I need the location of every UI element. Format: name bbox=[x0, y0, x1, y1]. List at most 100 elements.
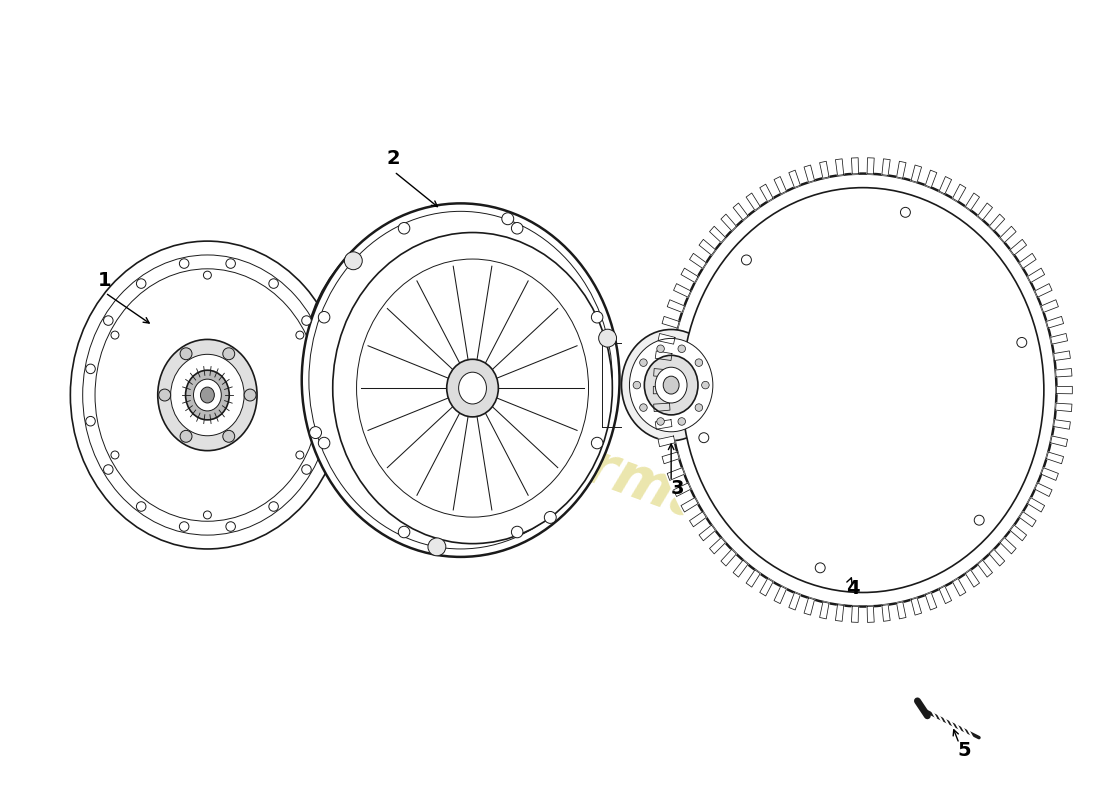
Polygon shape bbox=[653, 386, 669, 394]
Ellipse shape bbox=[302, 217, 579, 524]
Polygon shape bbox=[911, 598, 922, 615]
Circle shape bbox=[158, 389, 170, 401]
Ellipse shape bbox=[656, 367, 688, 403]
Ellipse shape bbox=[356, 259, 588, 517]
Polygon shape bbox=[978, 560, 992, 577]
Polygon shape bbox=[658, 436, 675, 446]
Circle shape bbox=[319, 364, 329, 374]
Circle shape bbox=[268, 502, 278, 511]
Polygon shape bbox=[774, 177, 786, 194]
Circle shape bbox=[398, 222, 410, 234]
Ellipse shape bbox=[194, 379, 221, 411]
Polygon shape bbox=[733, 560, 748, 577]
Circle shape bbox=[344, 252, 362, 270]
Polygon shape bbox=[1050, 334, 1068, 344]
Polygon shape bbox=[978, 203, 992, 220]
Polygon shape bbox=[760, 184, 773, 202]
Polygon shape bbox=[1042, 468, 1058, 480]
Ellipse shape bbox=[669, 174, 1056, 606]
Circle shape bbox=[544, 511, 557, 523]
Circle shape bbox=[640, 404, 647, 411]
Polygon shape bbox=[690, 254, 706, 268]
Ellipse shape bbox=[651, 156, 1075, 625]
Ellipse shape bbox=[459, 372, 486, 404]
Polygon shape bbox=[690, 512, 706, 527]
Ellipse shape bbox=[645, 355, 698, 415]
Circle shape bbox=[512, 222, 522, 234]
Polygon shape bbox=[774, 586, 786, 604]
Polygon shape bbox=[804, 598, 814, 615]
Ellipse shape bbox=[663, 376, 679, 394]
Circle shape bbox=[226, 522, 235, 531]
Circle shape bbox=[268, 278, 278, 288]
Circle shape bbox=[204, 271, 211, 279]
Circle shape bbox=[741, 255, 751, 265]
Polygon shape bbox=[1035, 284, 1052, 297]
Polygon shape bbox=[939, 177, 952, 194]
Polygon shape bbox=[698, 525, 715, 541]
Circle shape bbox=[103, 465, 113, 474]
Polygon shape bbox=[835, 605, 844, 622]
Polygon shape bbox=[681, 498, 698, 512]
Polygon shape bbox=[867, 158, 875, 174]
Ellipse shape bbox=[82, 255, 332, 535]
Circle shape bbox=[179, 258, 189, 268]
Polygon shape bbox=[989, 550, 1004, 566]
Polygon shape bbox=[789, 170, 801, 187]
Circle shape bbox=[301, 316, 311, 326]
Polygon shape bbox=[662, 317, 679, 328]
Circle shape bbox=[702, 382, 710, 389]
Circle shape bbox=[1016, 338, 1026, 347]
Circle shape bbox=[244, 389, 256, 401]
Circle shape bbox=[512, 526, 522, 538]
Ellipse shape bbox=[621, 330, 720, 441]
Circle shape bbox=[318, 438, 330, 449]
Circle shape bbox=[296, 331, 304, 339]
Circle shape bbox=[698, 433, 708, 442]
Circle shape bbox=[136, 502, 146, 511]
Polygon shape bbox=[746, 193, 760, 210]
Polygon shape bbox=[804, 165, 814, 182]
Polygon shape bbox=[656, 351, 672, 361]
Polygon shape bbox=[820, 602, 829, 619]
Circle shape bbox=[136, 278, 146, 288]
Ellipse shape bbox=[70, 241, 344, 549]
Circle shape bbox=[657, 345, 664, 353]
Polygon shape bbox=[882, 605, 890, 622]
Circle shape bbox=[678, 418, 685, 426]
Polygon shape bbox=[851, 158, 858, 174]
Circle shape bbox=[180, 348, 192, 360]
Polygon shape bbox=[1020, 254, 1036, 268]
Circle shape bbox=[695, 404, 703, 411]
Polygon shape bbox=[653, 403, 670, 411]
Polygon shape bbox=[656, 420, 672, 430]
Circle shape bbox=[179, 522, 189, 531]
Circle shape bbox=[598, 330, 616, 347]
Ellipse shape bbox=[447, 359, 498, 417]
Circle shape bbox=[319, 417, 329, 426]
Circle shape bbox=[634, 382, 640, 389]
Polygon shape bbox=[1027, 498, 1045, 512]
Circle shape bbox=[301, 465, 311, 474]
Polygon shape bbox=[760, 578, 773, 596]
Polygon shape bbox=[867, 606, 875, 622]
Circle shape bbox=[204, 511, 211, 519]
Circle shape bbox=[180, 430, 192, 442]
Polygon shape bbox=[953, 184, 966, 202]
Circle shape bbox=[86, 364, 96, 374]
Polygon shape bbox=[925, 170, 937, 187]
Circle shape bbox=[111, 451, 119, 459]
Polygon shape bbox=[1056, 403, 1072, 411]
Polygon shape bbox=[1010, 525, 1026, 541]
Polygon shape bbox=[698, 239, 715, 255]
Polygon shape bbox=[746, 570, 760, 587]
Polygon shape bbox=[1000, 538, 1016, 554]
Polygon shape bbox=[953, 578, 966, 596]
Circle shape bbox=[296, 451, 304, 459]
Polygon shape bbox=[668, 468, 684, 480]
Polygon shape bbox=[896, 162, 906, 178]
Text: 2: 2 bbox=[386, 149, 399, 168]
Ellipse shape bbox=[682, 188, 1044, 593]
Polygon shape bbox=[1000, 226, 1016, 242]
Polygon shape bbox=[1050, 436, 1068, 446]
